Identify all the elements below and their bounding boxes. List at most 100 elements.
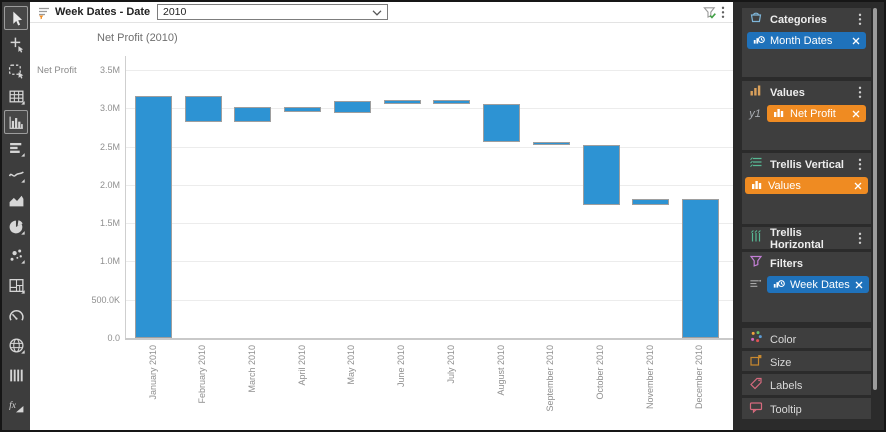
tooltip-title: Tooltip: [770, 403, 802, 416]
bar-february-2010[interactable]: [184, 96, 222, 123]
remove-net-profit-icon[interactable]: [852, 110, 860, 118]
labels-tag-icon: [749, 376, 763, 395]
x-tick-label: May 2010: [346, 345, 357, 385]
properties-panel: Categories Month Dates: [733, 2, 884, 430]
trellis-horizontal-icon: [749, 229, 763, 248]
calendar-clock-icon: [773, 276, 785, 294]
toolbar-item-lasso[interactable]: [4, 58, 28, 82]
toolbar-item-function-chart[interactable]: fx: [4, 394, 28, 418]
trellis-vertical-menu-icon[interactable]: [856, 157, 864, 172]
y-tick-label: 3.0M: [99, 103, 120, 114]
toolbar-item-marking[interactable]: [4, 32, 28, 56]
panel-scrollbar[interactable]: [873, 8, 877, 390]
bar-november-2010[interactable]: [632, 198, 670, 205]
visualization-toolbar: fx: [2, 2, 30, 430]
visualization-menu-icon[interactable]: [721, 6, 725, 24]
trellis-vertical-header[interactable]: Trellis Vertical: [742, 153, 871, 176]
section-tooltip: Tooltip: [742, 398, 871, 419]
bar-may-2010[interactable]: [333, 101, 371, 113]
remove-values-icon[interactable]: [854, 182, 862, 190]
bar-september-2010[interactable]: [532, 141, 570, 146]
scatter-plot-icon: [10, 249, 25, 264]
categories-header[interactable]: Categories: [742, 8, 871, 31]
size-header[interactable]: Size: [742, 351, 871, 374]
x-tick-label: July 2010: [445, 345, 456, 384]
toolbar-item-parallel-coordinates[interactable]: [4, 363, 28, 387]
pill-week-dates[interactable]: Week Dates: [767, 276, 869, 293]
section-values: Values y1 Net Profit: [742, 81, 871, 150]
values-menu-icon[interactable]: [856, 85, 864, 100]
function-chart-icon: fx: [9, 400, 23, 412]
tooltip-header[interactable]: Tooltip: [742, 398, 871, 421]
labels-header[interactable]: Labels: [742, 374, 871, 397]
filter-rows-icon: [38, 6, 52, 25]
bar-july-2010[interactable]: [433, 99, 471, 104]
filter-applied-icon[interactable]: [702, 5, 717, 25]
table-icon: [8, 90, 25, 105]
map-icon: [8, 337, 25, 354]
pie-chart-icon: [9, 219, 25, 235]
year-dropdown-value: 2010: [163, 6, 187, 18]
x-tick-label: November 2010: [644, 345, 655, 410]
trellis-horizontal-header[interactable]: Trellis Horizontal: [742, 226, 871, 251]
section-trellis-vertical: Trellis Vertical Values: [742, 153, 871, 224]
column-chart-icon: [9, 116, 23, 129]
chart-area: Week Dates - Date 2010 Net Profit (2010)…: [30, 2, 733, 430]
filter-field-label: Week Dates - Date: [55, 6, 151, 18]
x-tick-label: January 2010: [147, 345, 158, 400]
gridline: [125, 299, 733, 301]
remove-month-dates-icon[interactable]: [852, 37, 860, 45]
bar-march-2010[interactable]: [234, 106, 272, 123]
toolbar-item-pie-chart[interactable]: [4, 214, 28, 238]
svg-text:fx: fx: [9, 400, 17, 411]
labels-title: Labels: [770, 379, 803, 392]
bar-june-2010[interactable]: [383, 99, 421, 104]
toolbar-item-bar-chart[interactable]: [4, 136, 28, 160]
toolbar-item-column-chart[interactable]: [4, 110, 28, 134]
toolbar-item-area-chart[interactable]: [4, 188, 28, 212]
toolbar-item-scatter-plot[interactable]: [4, 243, 28, 267]
toolbar-item-pointer[interactable]: [4, 6, 28, 30]
y-tick-label: 500.0K: [91, 294, 120, 305]
x-tick-label: February 2010: [197, 345, 208, 404]
section-filters: Filters Week Dates: [742, 252, 871, 322]
bar-october-2010[interactable]: [582, 145, 620, 205]
toolbar-item-gauge[interactable]: [4, 303, 28, 327]
y-tick-label: 2.5M: [99, 141, 120, 152]
toolbar-item-treemap[interactable]: [4, 273, 28, 297]
trellis-horizontal-title: Trellis Horizontal: [770, 226, 824, 251]
y-tick-label: 1.5M: [99, 218, 120, 229]
filters-header[interactable]: Filters: [742, 252, 871, 275]
filter-list-icon: [747, 278, 763, 291]
trellis-vertical-icon: [749, 155, 763, 174]
bar-april-2010[interactable]: [284, 106, 322, 113]
bar-december-2010[interactable]: [681, 199, 719, 338]
toolbar-item-map[interactable]: [4, 333, 28, 357]
color-icon: [749, 330, 763, 349]
gridline: [125, 108, 733, 110]
line-chart-icon: [8, 171, 25, 183]
y-tick-label: 0.0: [107, 333, 120, 343]
bar-january-2010[interactable]: [135, 96, 172, 338]
x-tick-label: June 2010: [396, 345, 407, 388]
pill-values[interactable]: Values: [745, 177, 868, 194]
filters-title: Filters: [770, 257, 804, 270]
categories-title: Categories: [770, 13, 827, 26]
remove-week-dates-icon[interactable]: [855, 281, 863, 289]
bar-chart-icon: [9, 142, 25, 157]
gridline: [125, 70, 733, 71]
treemap-icon: [8, 278, 25, 294]
categories-menu-icon[interactable]: [856, 12, 864, 27]
toolbar-item-table[interactable]: [4, 84, 28, 108]
bar-august-2010[interactable]: [483, 103, 521, 142]
toolbar-item-line-chart[interactable]: [4, 162, 28, 186]
year-dropdown[interactable]: 2010: [157, 4, 388, 20]
size-icon: [749, 353, 763, 372]
pill-net-profit[interactable]: Net Profit: [767, 105, 866, 122]
values-icon: [749, 83, 763, 102]
values-header[interactable]: Values: [742, 81, 871, 104]
trellis-horizontal-menu-icon[interactable]: [856, 231, 864, 246]
pill-month-dates[interactable]: Month Dates: [747, 32, 866, 49]
color-header[interactable]: Color: [742, 328, 871, 351]
